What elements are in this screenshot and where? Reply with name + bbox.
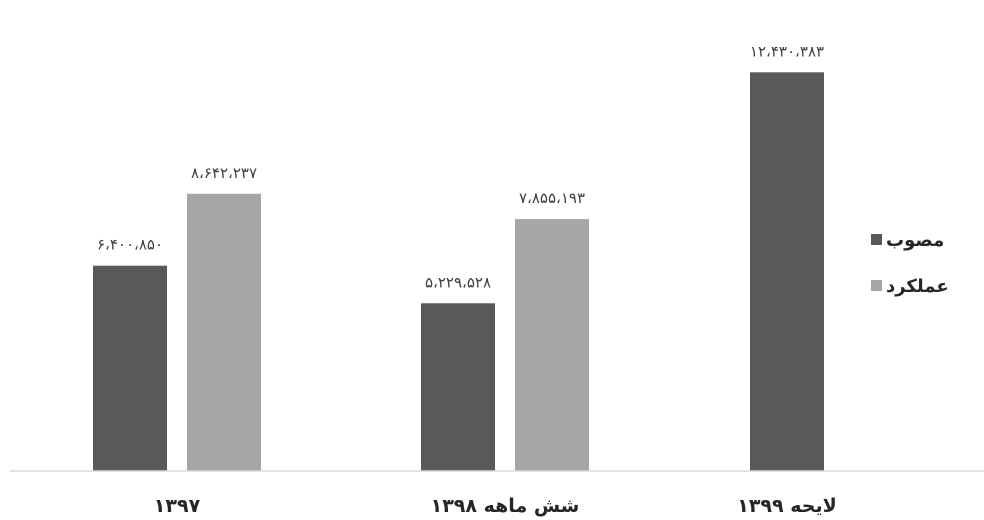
category-label-0: ۱۳۹۷ xyxy=(154,495,201,517)
category-labels-group: ۱۳۹۷ شش ماهه ۱۳۹۸ لایحه ۱۳۹۹ xyxy=(154,495,837,517)
legend-swatch-approved xyxy=(871,234,882,245)
data-label-approved-2: ۱۲،۴۳۰،۳۸۳ xyxy=(750,42,824,60)
bar-approved-0 xyxy=(93,265,167,471)
bar-approved-1 xyxy=(421,303,495,471)
category-label-2: لایحه ۱۳۹۹ xyxy=(737,495,837,517)
bar-performance-1 xyxy=(515,219,589,471)
data-label-performance-0: ۸،۶۴۲،۲۳۷ xyxy=(191,164,257,182)
legend-label-performance: عملکرد xyxy=(886,276,949,297)
data-label-approved-0: ۶،۴۰۰،۸۵۰ xyxy=(97,236,163,254)
data-labels-group: ۶،۴۰۰،۸۵۰ ۸،۶۴۲،۲۳۷ ۵،۲۲۹،۵۲۸ ۷،۸۵۵،۱۹۳ ۱۲،۴… xyxy=(97,42,824,291)
bars-group xyxy=(93,72,824,472)
legend: مصوب عملکرد xyxy=(871,230,949,297)
legend-swatch-performance xyxy=(871,280,882,291)
bar-performance-0 xyxy=(187,193,261,472)
category-label-1: شش ماهه ۱۳۹۸ xyxy=(431,495,580,517)
data-label-performance-1: ۷،۸۵۵،۱۹۳ xyxy=(519,189,585,207)
bar-approved-2 xyxy=(750,72,824,472)
data-label-approved-1: ۵،۲۲۹،۵۲۸ xyxy=(425,273,491,291)
legend-label-approved: مصوب xyxy=(886,230,944,251)
